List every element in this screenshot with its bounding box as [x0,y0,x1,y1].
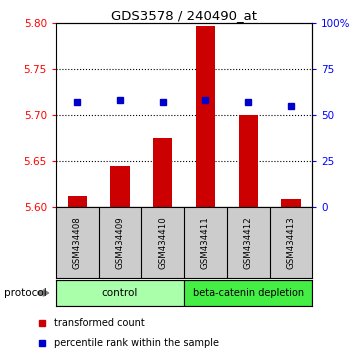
Text: transformed count: transformed count [54,318,145,328]
Text: GSM434413: GSM434413 [286,216,295,269]
Text: GSM434410: GSM434410 [158,216,167,269]
Text: GSM434408: GSM434408 [73,216,82,269]
Text: GSM434411: GSM434411 [201,216,210,269]
Title: GDS3578 / 240490_at: GDS3578 / 240490_at [111,9,257,22]
Bar [239,115,258,207]
Text: protocol: protocol [4,288,46,298]
Bar [184,280,312,306]
Text: GSM434409: GSM434409 [116,216,125,269]
Bar [196,26,215,207]
Bar [56,280,184,306]
Text: GSM434412: GSM434412 [244,216,253,269]
Text: percentile rank within the sample: percentile rank within the sample [54,338,219,348]
Bar [153,138,172,207]
Bar [68,196,87,207]
Bar [110,166,130,207]
Text: beta-catenin depletion: beta-catenin depletion [193,288,304,298]
Text: control: control [102,288,138,298]
Bar [281,199,300,207]
